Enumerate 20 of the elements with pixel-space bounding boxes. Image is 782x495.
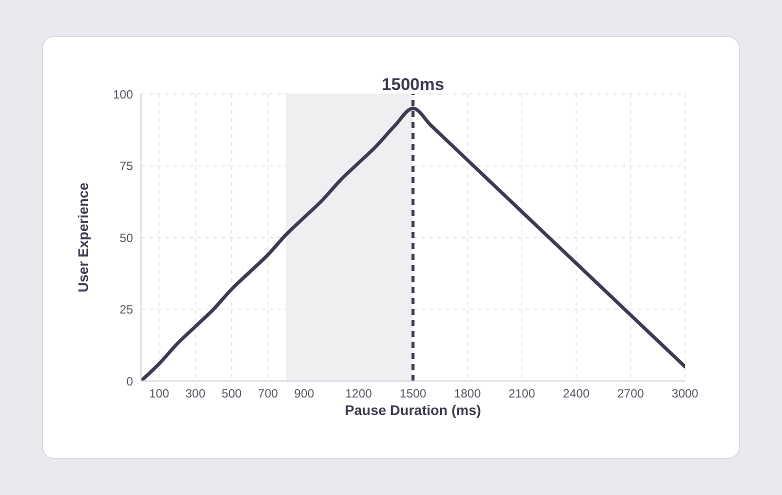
x-tick-label: 500 (222, 386, 242, 401)
y-tick-label: 50 (120, 230, 134, 245)
x-axis-title: Pause Duration (ms) (344, 402, 482, 418)
ref-line-label: 1500ms (382, 75, 444, 94)
y-axis-title: User Experience (74, 182, 91, 292)
x-tick-label: 900 (294, 386, 315, 401)
x-tick-label: 700 (258, 386, 278, 401)
x-tick-label: 1800 (454, 386, 482, 401)
x-tick-label: 2100 (508, 386, 536, 401)
x-tick-label: 1500 (400, 386, 427, 401)
x-tick-label: 2700 (617, 386, 644, 401)
x-tick-label: 300 (185, 386, 206, 401)
x-tick-label: 2400 (562, 386, 590, 401)
y-tick-label: 100 (112, 87, 134, 102)
y-tick-label: 0 (126, 374, 134, 388)
y-tick-label: 75 (120, 159, 134, 174)
x-tick-label: 100 (149, 386, 170, 401)
x-tick-label: 1200 (345, 386, 372, 401)
y-tick-label: 25 (120, 302, 134, 317)
x-tick-label: 3000 (672, 386, 699, 401)
